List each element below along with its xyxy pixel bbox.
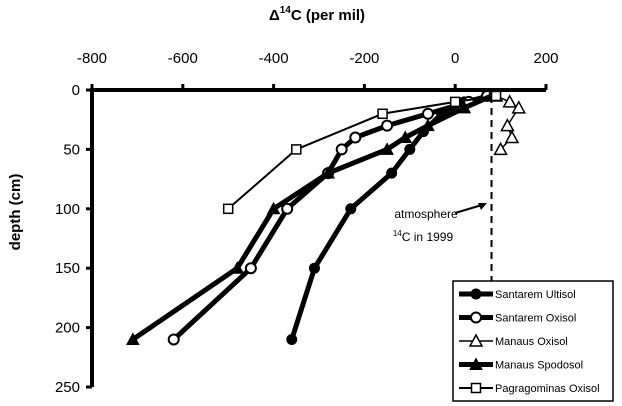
legend-marker-santarem-ultisol — [470, 288, 482, 300]
legend: Santarem Ultisol Santarem Oxisol Manaus Ox… — [452, 280, 614, 402]
x-tick-label: -200 — [349, 50, 379, 67]
data-point-manaus-spodosol — [266, 201, 281, 215]
data-point-manaus-spodosol — [457, 100, 472, 114]
data-point-pagragominas-oxisol — [377, 108, 388, 120]
legend-label-manaus-spodosol: Manaus Spodosol — [495, 360, 583, 372]
data-point-santarem-ultisol — [404, 143, 416, 155]
data-point-santarem-oxisol — [281, 202, 294, 215]
y-tick-label: 0 — [72, 82, 80, 99]
legend-label-pagragominas-oxisol: Pagragominas Oxisol — [495, 383, 600, 395]
annotation-atmosphere: atmosphere — [394, 207, 458, 221]
data-point-manaus-oxisol — [500, 118, 515, 132]
y-tick-label: 50 — [63, 141, 80, 158]
annotation-arrow — [454, 204, 483, 214]
data-point-santarem-oxisol — [244, 262, 257, 275]
legend-label-santarem-oxisol: Santarem Oxisol — [495, 313, 576, 325]
y-tick-label: 150 — [55, 260, 80, 277]
data-point-manaus-oxisol — [502, 94, 517, 108]
data-point-santarem-oxisol — [381, 119, 394, 132]
data-point-santarem-ultisol — [286, 333, 298, 345]
data-point-santarem-oxisol — [349, 131, 362, 144]
data-point-manaus-spodosol — [421, 118, 435, 132]
data-point-pagragominas-oxisol — [490, 90, 502, 102]
data-point-manaus-spodosol — [321, 166, 335, 179]
y-tick-label: 100 — [55, 201, 80, 218]
y-axis-title: depth (cm) — [7, 174, 24, 251]
data-point-manaus-spodosol — [126, 332, 140, 345]
plot-area: -800 -600 -400 -200 0 200 0 50 100 150 200 250 atmos… — [55, 50, 559, 396]
data-point-santarem-oxisol — [421, 107, 434, 120]
data-point-pagragominas-oxisol — [222, 203, 234, 215]
series-line-santarem-oxisol — [172, 93, 488, 342]
x-tick-label: 200 — [533, 50, 558, 67]
legend-label-santarem-ultisol: Santarem Ultisol — [495, 289, 576, 301]
x-axis-title: Δ14C (per mil) — [269, 5, 365, 24]
legend-marker-manaus-oxisol — [468, 333, 484, 347]
annotation-arrowhead — [478, 203, 487, 210]
legend-marker-manaus-spodosol — [469, 357, 483, 370]
data-point-santarem-oxisol — [167, 333, 180, 346]
data-point-santarem-ultisol — [308, 262, 320, 274]
data-point-santarem-oxisol — [335, 143, 348, 156]
data-point-manaus-spodosol — [398, 130, 413, 144]
data-point-manaus-spodosol — [230, 261, 245, 274]
legend-marker-santarem-oxisol — [470, 311, 482, 324]
data-point-manaus-oxisol — [504, 129, 520, 144]
data-point-manaus-spodosol — [380, 142, 394, 155]
legend-label-manaus-oxisol: Manaus Oxisol — [495, 336, 568, 348]
data-point-pagragominas-oxisol — [291, 144, 302, 155]
legend-marker-pagragominas-oxisol — [470, 382, 482, 394]
x-tick-label: -400 — [259, 50, 289, 67]
annotation-c14-1999: 14C in 1999 — [393, 229, 454, 244]
x-tick-label: 0 — [451, 50, 459, 67]
x-tick-label: -600 — [168, 50, 198, 67]
data-point-pagragominas-oxisol — [449, 96, 461, 108]
x-tick-label: -800 — [77, 50, 107, 67]
data-point-manaus-oxisol — [493, 141, 508, 156]
data-point-santarem-ultisol — [386, 167, 398, 179]
y-tick-label: 200 — [55, 320, 80, 337]
data-point-santarem-ultisol — [345, 203, 357, 215]
y-tick-label: 250 — [55, 379, 80, 396]
data-point-manaus-oxisol — [511, 100, 527, 114]
